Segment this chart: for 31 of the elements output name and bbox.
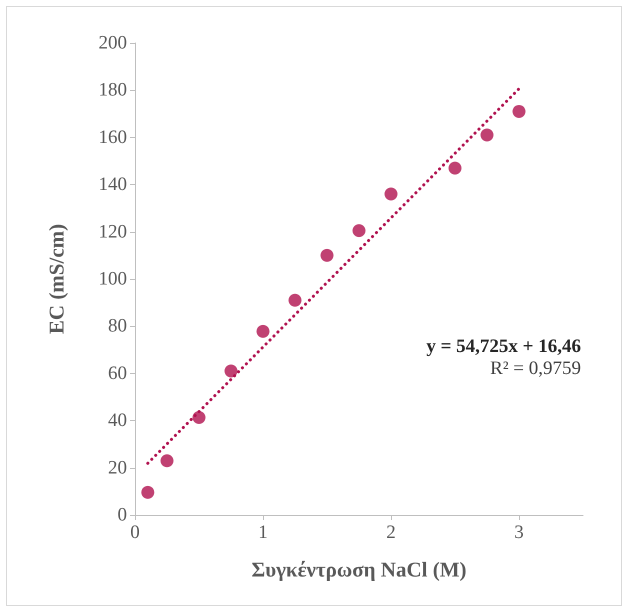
y-tick-label: 20 xyxy=(108,457,127,478)
point xyxy=(320,248,334,262)
y-tick-label: 180 xyxy=(98,80,127,101)
annotation: y = 54,725x + 16,46 xyxy=(426,336,581,357)
y-tick-label: 160 xyxy=(98,126,127,148)
x-tick-label: 0 xyxy=(130,522,140,543)
x-tick-label: 3 xyxy=(514,522,524,543)
point xyxy=(480,128,494,142)
y-tick-label: 140 xyxy=(98,174,127,196)
point xyxy=(352,224,366,238)
y-tick-label: 80 xyxy=(108,316,127,337)
point xyxy=(256,324,270,338)
y-tick-label: 40 xyxy=(108,410,127,432)
point xyxy=(224,364,238,378)
x-tick-label: 2 xyxy=(386,522,396,543)
y-tick-label: 0 xyxy=(118,504,127,526)
y-tick-label: 200 xyxy=(98,32,127,54)
point xyxy=(192,411,206,424)
point xyxy=(141,486,154,499)
point xyxy=(448,162,462,175)
point xyxy=(160,454,174,468)
point xyxy=(512,104,526,118)
x-axis-title: Συγκέντρωση NaCl (M) xyxy=(251,558,467,582)
y-tick-label: 100 xyxy=(98,268,127,290)
y-axis-title: EC (mS/cm) xyxy=(44,224,68,334)
annotation: R² = 0,9759 xyxy=(490,358,581,379)
y-tick-label: 120 xyxy=(98,221,127,242)
y-tick-label: 60 xyxy=(108,362,127,384)
x-tick-label: 1 xyxy=(258,522,268,543)
point xyxy=(288,294,302,307)
point xyxy=(384,188,398,201)
